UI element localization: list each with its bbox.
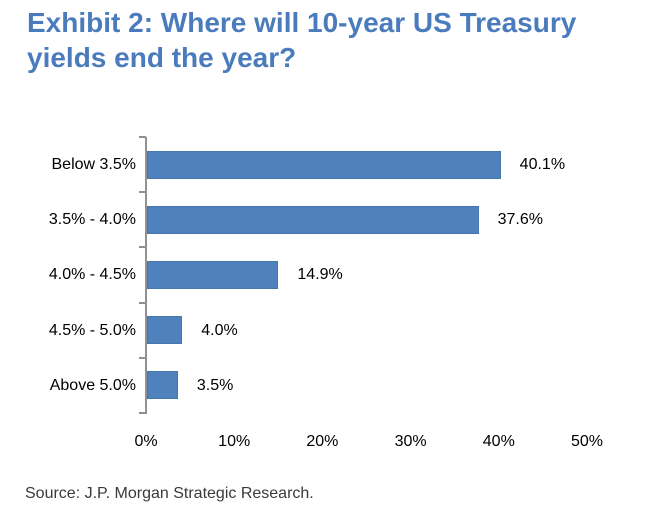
category-label: 4.5% - 5.0% xyxy=(48,321,136,339)
value-label: 14.9% xyxy=(297,266,343,284)
value-label: 37.6% xyxy=(497,211,543,229)
value-axis-tick-label: 50% xyxy=(570,433,604,450)
bar xyxy=(147,150,501,179)
category-axis-tick xyxy=(139,412,146,414)
category-axis-tick xyxy=(139,191,146,194)
chart-title: Exhibit 2: Where will 10-year US Treasur… xyxy=(27,7,577,73)
category-axis-line xyxy=(145,137,147,414)
bar xyxy=(147,205,479,234)
value-axis-tick-label: 40% xyxy=(482,433,515,450)
value-label: 4.0% xyxy=(201,321,238,339)
category-label: Above 5.0% xyxy=(49,376,136,394)
bar xyxy=(147,261,279,289)
category-label: 4.0% - 4.5% xyxy=(48,266,136,284)
source-note: Source: J.P. Morgan Strategic Research. xyxy=(25,485,314,502)
category-axis-tick xyxy=(139,246,146,249)
bar xyxy=(147,316,183,345)
category-label: Below 3.5% xyxy=(51,156,137,173)
value-label: 40.1% xyxy=(519,156,566,173)
value-axis-tick-label: 0% xyxy=(134,433,158,450)
category-axis-tick xyxy=(139,136,146,138)
value-axis-tick-label: 10% xyxy=(218,433,251,450)
category-axis-tick xyxy=(139,301,146,304)
value-label: 3.5% xyxy=(196,376,234,394)
category-axis-tick xyxy=(139,356,146,359)
value-axis-tick-label: 20% xyxy=(306,433,339,450)
bar xyxy=(147,371,178,400)
value-axis-tick-label: 30% xyxy=(394,433,427,450)
category-label: 3.5% - 4.0% xyxy=(48,211,136,229)
